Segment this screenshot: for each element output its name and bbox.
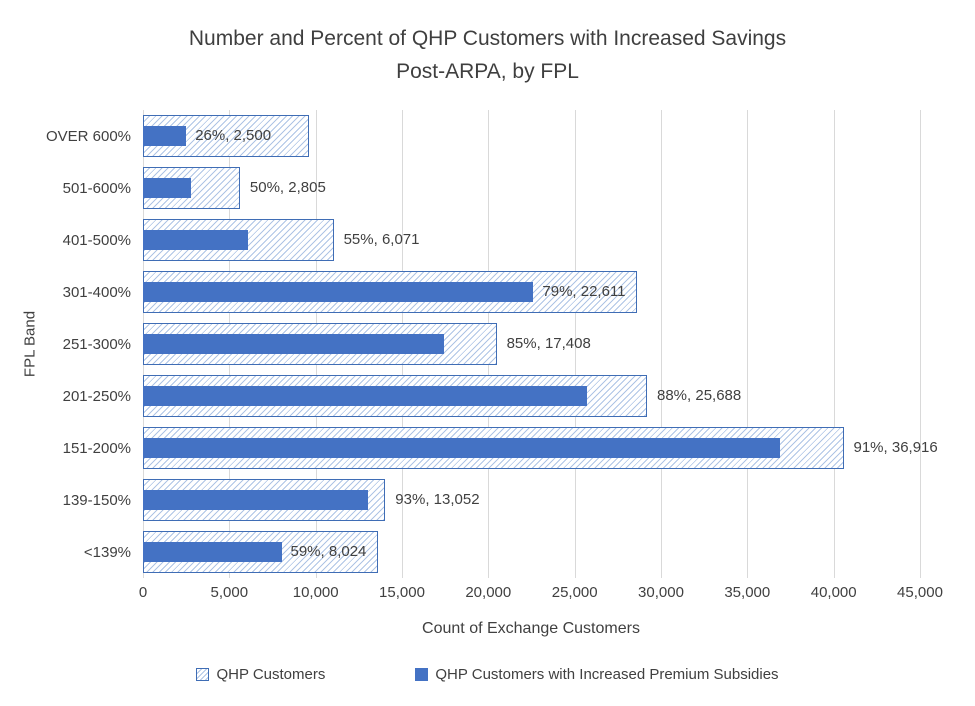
legend-item-increased-subsidies: QHP Customers with Increased Premium Sub… (415, 666, 779, 683)
hatched-swatch-icon (196, 668, 210, 681)
category-label: 139-150% (62, 491, 131, 509)
data-label: 59%, 8,024 (290, 543, 367, 560)
category-label: 401-500% (62, 231, 131, 249)
legend-label-increased-subsidies: QHP Customers with Increased Premium Sub… (435, 666, 779, 683)
increased-subsidies-bar (143, 542, 282, 562)
data-label: 79%, 22,611 (542, 283, 626, 300)
category-label: 151-200% (62, 439, 131, 457)
x-tick-label: 20,000 (465, 584, 512, 601)
data-label: 50%, 2,805 (249, 179, 326, 196)
gridline (833, 110, 835, 578)
gridline (661, 110, 662, 578)
x-tick-label: 5,000 (210, 584, 249, 601)
category-label: 251-300% (62, 335, 131, 353)
increased-subsidies-bar (143, 178, 192, 198)
increased-subsidies-bar (143, 438, 781, 458)
legend-label-qhp-customers: QHP Customers (216, 666, 326, 683)
data-label: 55%, 6,071 (343, 231, 420, 248)
solid-swatch-icon (415, 668, 429, 681)
increased-subsidies-bar (143, 230, 248, 250)
increased-subsidies-bar (143, 386, 587, 406)
increased-subsidies-bar (143, 334, 444, 354)
category-label: 201-250% (62, 387, 131, 405)
data-label: 26%, 2,500 (195, 127, 272, 144)
gridline (574, 110, 576, 578)
data-label: 88%, 25,688 (657, 387, 742, 404)
x-tick-label: 25,000 (551, 584, 598, 601)
plot-area: 26%, 2,500 50%, 2,805 55%, 6,071 79%, 22,61… (143, 110, 938, 578)
legend: QHP Customers QHP Customers with Increas… (0, 666, 975, 683)
gridline (747, 110, 749, 578)
x-tick-label: 35,000 (724, 584, 771, 601)
category-label: OVER 600% (45, 127, 131, 145)
increased-subsidies-bar (143, 490, 369, 510)
category-label: <139% (83, 543, 131, 561)
x-tick-label: 0 (138, 584, 148, 601)
increased-subsidies-bar (143, 282, 534, 302)
chart-title: Number and Percent of QHP Customers with… (0, 22, 975, 88)
x-tick-label: 30,000 (638, 584, 684, 601)
x-tick-label: 10,000 (292, 584, 339, 601)
chart-title-line2: Post-ARPA, by FPL (396, 60, 579, 83)
data-label: 93%, 13,052 (395, 491, 480, 508)
x-tick-label: 15,000 (379, 584, 425, 601)
x-axis-title: Count of Exchange Customers (422, 620, 640, 637)
category-label: 301-400% (62, 283, 131, 301)
category-label: 501-600% (62, 179, 131, 197)
increased-subsidies-bar (143, 126, 187, 146)
data-label: 91%, 36,916 (853, 439, 938, 456)
chart-title-line1: Number and Percent of QHP Customers with… (188, 27, 787, 50)
legend-item-qhp-customers: QHP Customers (196, 666, 325, 683)
x-tick-label: 45,000 (897, 584, 943, 601)
gridline (920, 110, 921, 578)
data-label: 85%, 17,408 (506, 335, 591, 352)
x-tick-label: 40,000 (810, 584, 857, 601)
